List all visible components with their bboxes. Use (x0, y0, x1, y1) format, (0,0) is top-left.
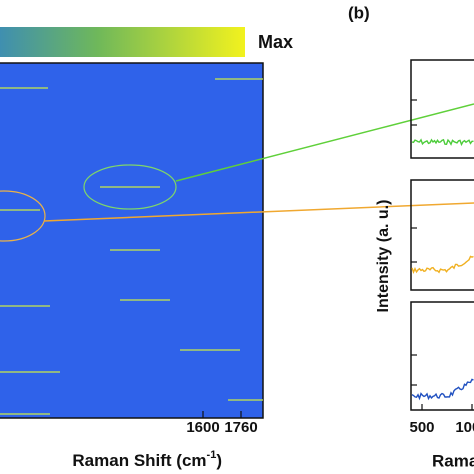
spectrum-frame (410, 59, 474, 159)
x-axis-label-text: ) (216, 451, 222, 470)
connector (175, 103, 474, 182)
x-tick-label: 500 (409, 419, 434, 436)
panel-label: (b) (348, 3, 370, 22)
x-axis-label-text: Raman Shift (cm (72, 451, 206, 470)
x-tick-label: 1000 (455, 419, 474, 436)
x-axis-label-sup: -1 (207, 449, 217, 461)
spectrum (411, 255, 474, 274)
x-tick-label: 1600 (186, 419, 219, 436)
y-axis-label: Intensity (a. u.) (375, 200, 392, 313)
x-tick-label: 1760 (224, 419, 257, 436)
spectra (411, 99, 474, 401)
spectrum-frame (410, 301, 474, 411)
x-axis-label: Raman Shift (cm-1) (72, 449, 222, 471)
spectrum-frame (410, 179, 474, 291)
x-axis: 500 1000 (409, 404, 474, 436)
connector (43, 202, 474, 222)
spectrum (411, 138, 474, 147)
highlight-ellipse (83, 164, 177, 210)
colorbar (0, 27, 245, 57)
x-axis-label: Raman Shift (432, 451, 474, 470)
colorbar-label: Max (258, 32, 293, 52)
highlight-ellipse (0, 190, 46, 242)
heatmap (0, 62, 264, 419)
spectrum (411, 378, 474, 401)
streaks (0, 78, 263, 415)
x-axis: 1600 1760 (186, 411, 258, 436)
